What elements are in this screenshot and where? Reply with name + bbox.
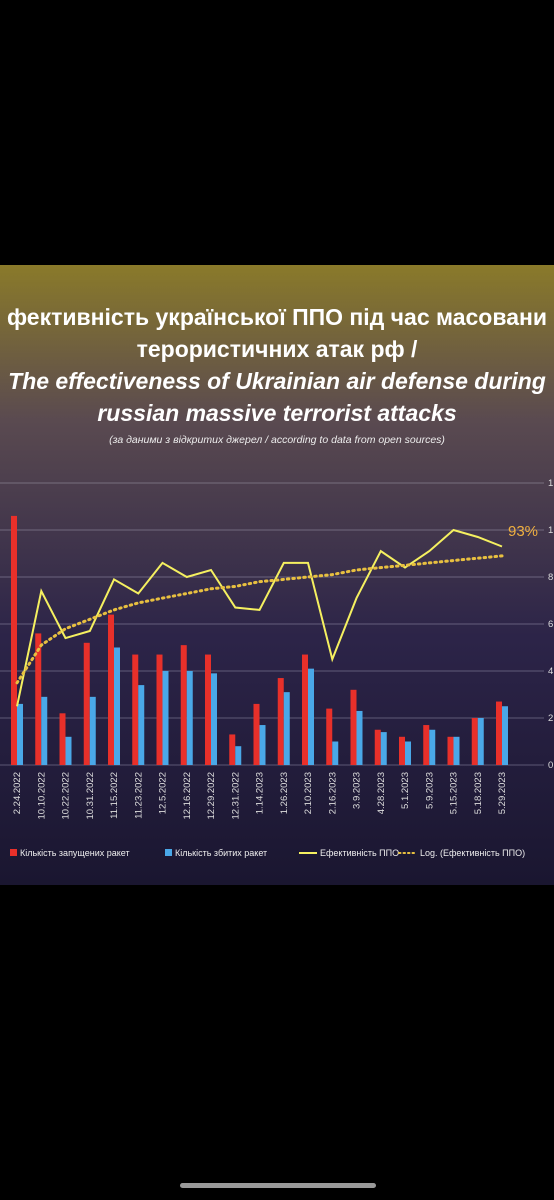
x-tick-label: 4.28.2023 bbox=[376, 772, 387, 814]
title-line: russian massive terrorist attacks bbox=[97, 400, 456, 426]
home-indicator bbox=[180, 1183, 376, 1188]
y-tick-label: 8 bbox=[548, 572, 553, 583]
bar bbox=[211, 673, 217, 765]
y-tick-label: 0 bbox=[548, 760, 553, 771]
bar bbox=[374, 729, 381, 765]
legend-label: Кількість запущених ракет bbox=[20, 848, 130, 858]
x-tick-label: 5.18.2023 bbox=[473, 772, 484, 814]
x-tick-label: 12.16.2022 bbox=[182, 772, 193, 820]
bar bbox=[350, 689, 357, 765]
bar bbox=[302, 654, 308, 765]
bar bbox=[259, 725, 266, 765]
bar bbox=[180, 645, 187, 765]
x-tick-label: 12.5.2022 bbox=[158, 772, 169, 814]
bar bbox=[65, 736, 72, 765]
bar bbox=[283, 692, 290, 765]
bar bbox=[496, 701, 502, 765]
bar bbox=[471, 718, 478, 765]
x-tick-label: 1.26.2023 bbox=[279, 772, 290, 814]
bar bbox=[235, 746, 242, 765]
bar bbox=[186, 671, 193, 765]
x-tick-label: 2.10.2023 bbox=[303, 772, 314, 814]
bar bbox=[423, 725, 430, 765]
bar bbox=[332, 741, 339, 765]
x-tick-label: 2.16.2023 bbox=[327, 772, 338, 814]
bar bbox=[405, 741, 411, 765]
x-tick-label: 5.15.2023 bbox=[449, 772, 460, 814]
bar bbox=[132, 654, 139, 765]
x-tick-label: 11.15.2022 bbox=[109, 772, 120, 819]
bar bbox=[356, 710, 363, 765]
bar bbox=[83, 642, 90, 765]
bar bbox=[229, 734, 236, 765]
x-tick-label: 5.1.2023 bbox=[400, 772, 411, 809]
title-line: The effectiveness of Ukrainian air defen… bbox=[8, 368, 546, 394]
y-tick-label: 2 bbox=[548, 713, 553, 724]
x-tick-label: 10.10.2022 bbox=[36, 772, 47, 820]
bar bbox=[502, 706, 508, 765]
legend-label: Log. (Ефективність ППО) bbox=[420, 848, 525, 858]
title-line: терористичних атак рф / bbox=[137, 336, 418, 362]
x-tick-label: 11.23.2022 bbox=[133, 772, 144, 819]
x-tick-label: 10.31.2022 bbox=[85, 772, 96, 820]
bar bbox=[59, 713, 66, 765]
bar bbox=[35, 633, 42, 765]
bar bbox=[477, 718, 484, 765]
bar bbox=[380, 732, 387, 765]
x-tick-label: 3.9.2023 bbox=[352, 772, 363, 809]
bar bbox=[108, 614, 114, 765]
legend-swatch bbox=[165, 849, 172, 856]
bar bbox=[453, 736, 460, 765]
bar bbox=[17, 703, 23, 765]
line bbox=[16, 528, 503, 707]
y-tick-label: 1 bbox=[548, 478, 553, 489]
bar bbox=[429, 729, 436, 765]
x-tick-label: 10.22.2022 bbox=[61, 772, 72, 820]
x-tick-label: 1.14.2023 bbox=[255, 772, 266, 814]
title-line: фективність української ППО під час масо… bbox=[7, 304, 547, 330]
x-tick-label: 5.9.2023 bbox=[424, 772, 435, 809]
bar bbox=[447, 736, 454, 765]
bar bbox=[162, 671, 169, 765]
bar bbox=[326, 708, 333, 765]
y-tick-label: 4 bbox=[548, 666, 553, 677]
bar bbox=[114, 647, 120, 765]
bar bbox=[11, 515, 17, 765]
bar bbox=[89, 696, 96, 765]
bar bbox=[399, 736, 405, 765]
legend-label: Кількість збитих ракет bbox=[175, 848, 267, 858]
bar bbox=[138, 685, 145, 765]
annotation: 93% bbox=[508, 523, 538, 540]
legend-swatch bbox=[10, 849, 17, 856]
bar bbox=[308, 668, 314, 765]
bar bbox=[156, 654, 163, 765]
bar bbox=[205, 654, 211, 765]
legend-label: Ефективність ППО bbox=[320, 848, 399, 858]
bar bbox=[41, 696, 48, 765]
bar bbox=[277, 678, 284, 765]
bar bbox=[253, 703, 260, 765]
x-tick-label: 2.24.2022 bbox=[12, 772, 23, 814]
x-tick-label: 12.29.2022 bbox=[206, 772, 217, 820]
x-tick-label: 12.31.2022 bbox=[230, 772, 241, 820]
y-tick-label: 6 bbox=[548, 619, 553, 630]
subtitle: (за даними з відкритих джерел / accordin… bbox=[109, 434, 445, 446]
trend-line bbox=[15, 554, 504, 685]
y-tick-label: 1 bbox=[548, 525, 553, 536]
x-tick-label: 5.29.2023 bbox=[497, 772, 508, 814]
